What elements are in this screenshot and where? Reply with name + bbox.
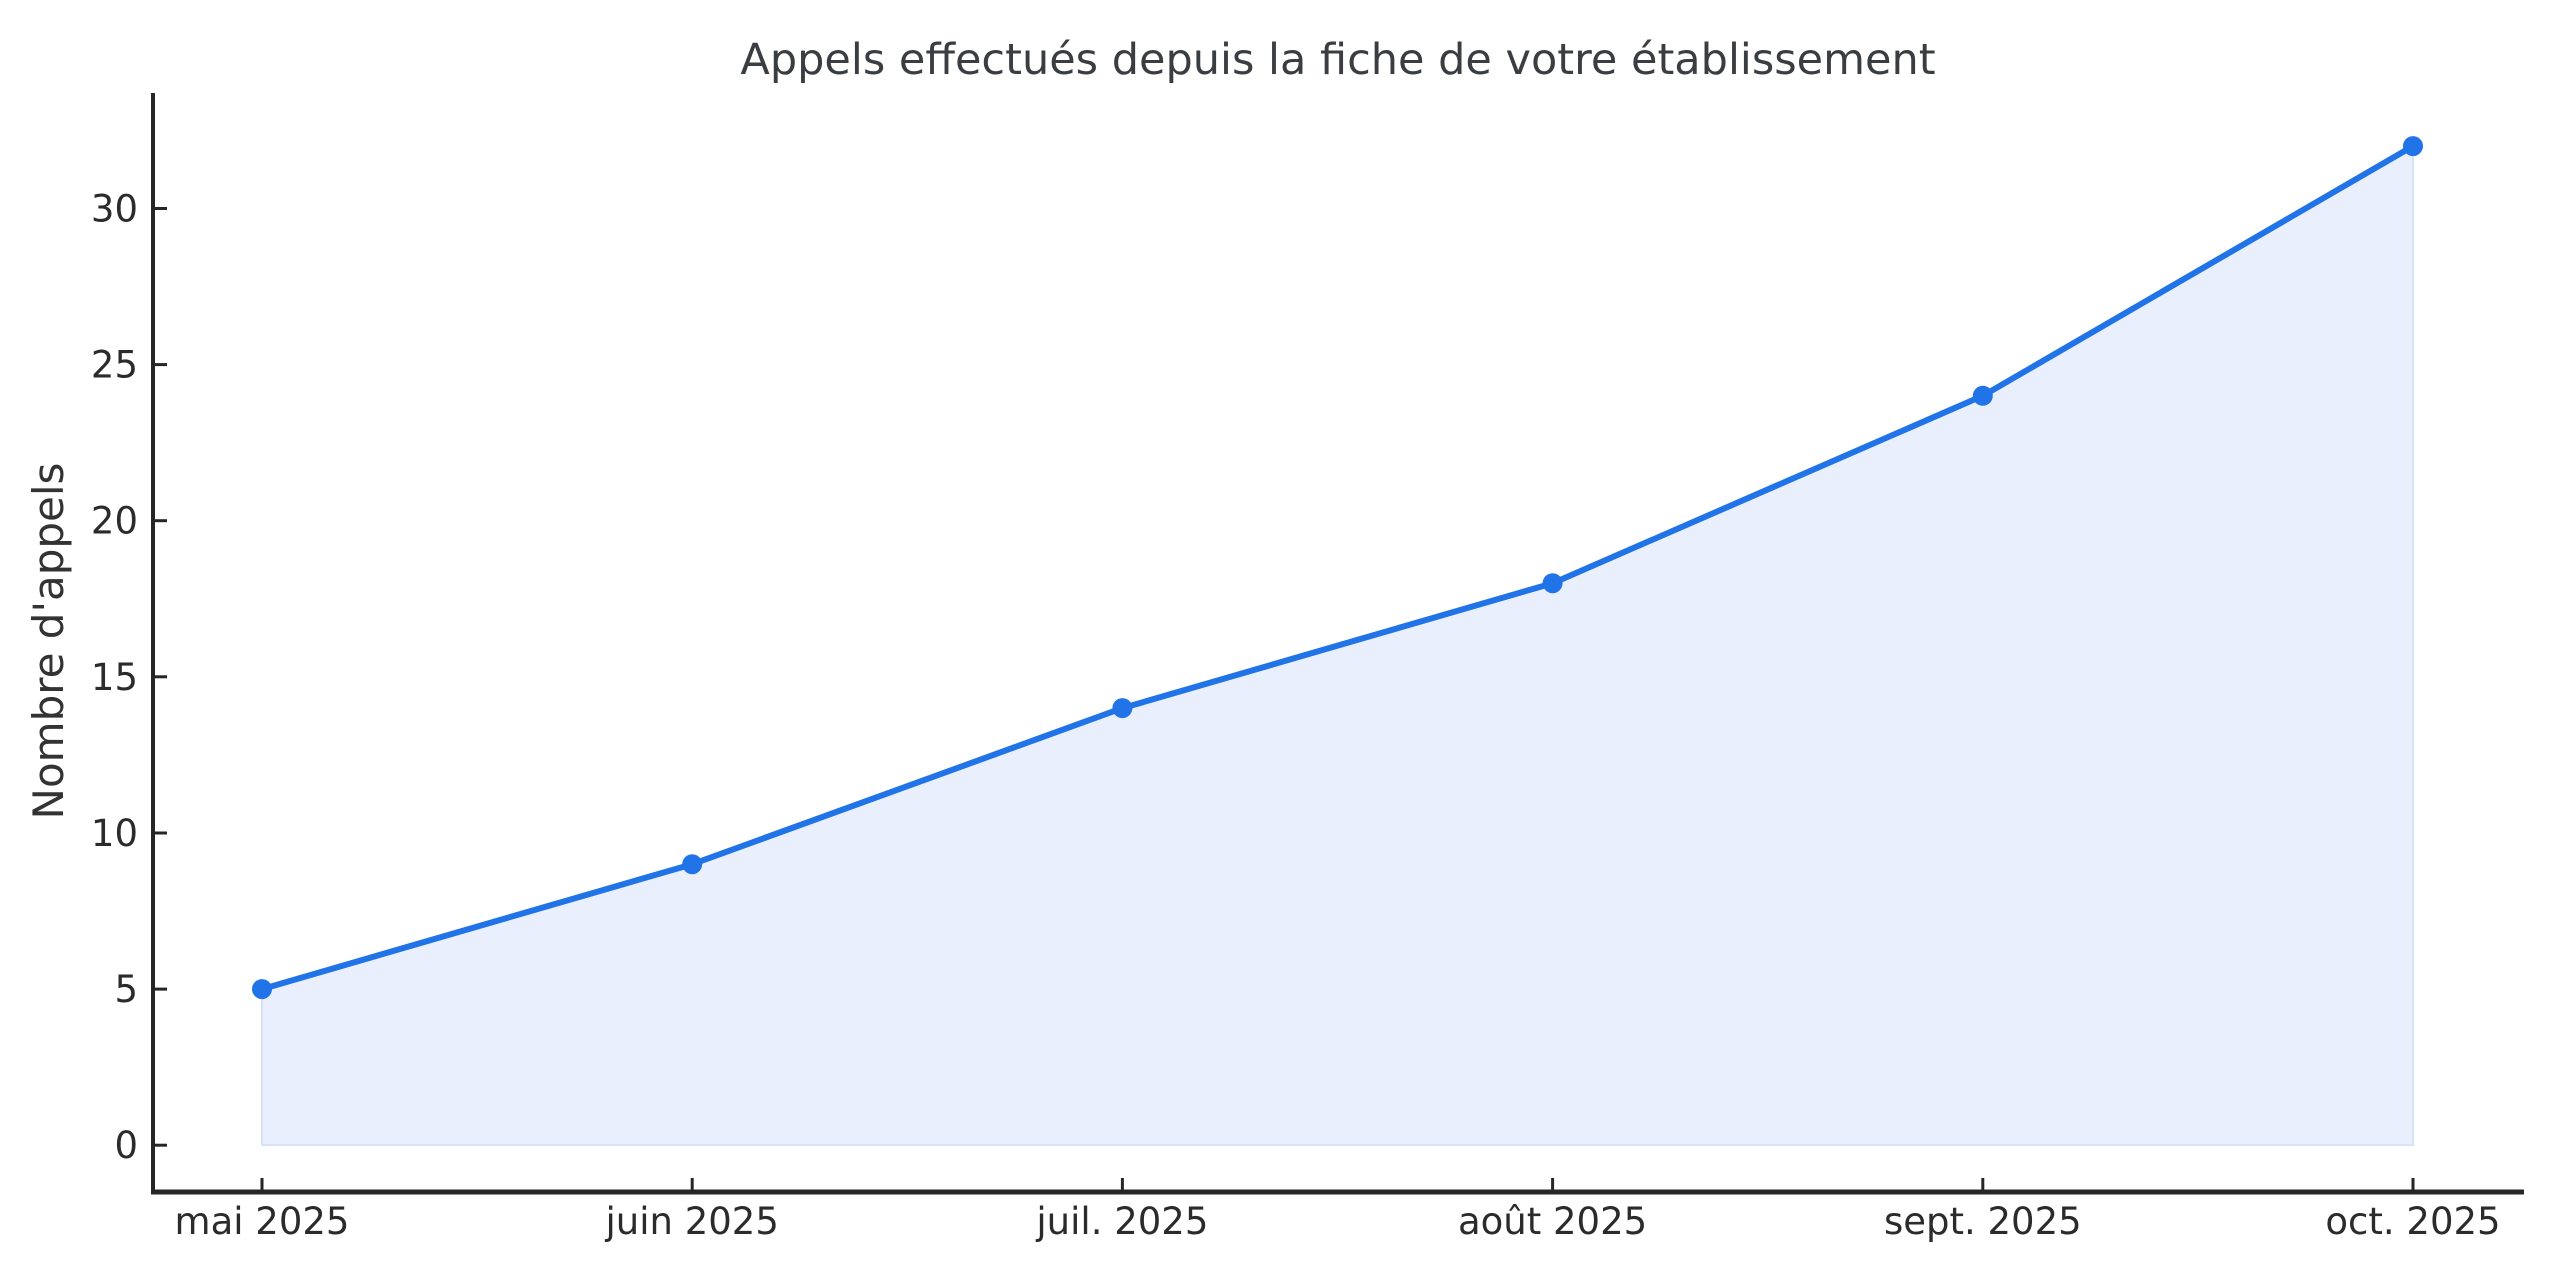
y-tick-label: 5 xyxy=(114,968,138,1011)
x-tick-label: oct. 2025 xyxy=(2325,1200,2500,1243)
x-tick-label: sept. 2025 xyxy=(1884,1200,2082,1243)
data-point-marker xyxy=(1972,385,1993,406)
chart-title: Appels effectués depuis la fiche de votr… xyxy=(740,35,1935,85)
data-line xyxy=(259,143,2416,993)
x-tick-label: juil. 2025 xyxy=(1035,1200,1208,1243)
data-point-marker xyxy=(2403,136,2423,157)
y-tick-label: 15 xyxy=(91,656,138,699)
y-axis: 0 5 10 15 20 25 30 xyxy=(91,188,167,1167)
data-point-marker xyxy=(1112,698,1133,719)
y-tick-label: 30 xyxy=(91,188,138,231)
data-line-path xyxy=(259,143,2416,993)
data-point-marker xyxy=(682,854,703,875)
x-tick-label: août 2025 xyxy=(1458,1200,1647,1243)
axes-spines xyxy=(151,93,2524,1195)
y-tick-label: 20 xyxy=(91,500,138,543)
x-tick-label: juin 2025 xyxy=(605,1200,779,1243)
data-point-marker xyxy=(252,979,272,1000)
y-tick-label: 10 xyxy=(91,812,138,855)
data-point-marker xyxy=(1542,573,1563,594)
data-points xyxy=(252,136,2423,1000)
x-tick-label: mai 2025 xyxy=(175,1200,350,1243)
x-axis: mai 2025 juin 2025 juil. 2025 août 2025 sept… xyxy=(175,1178,2501,1243)
y-tick-label: 25 xyxy=(91,344,138,387)
y-tick-label: 0 xyxy=(114,1124,138,1167)
y-axis-label: Nombre d'appels xyxy=(24,463,73,820)
